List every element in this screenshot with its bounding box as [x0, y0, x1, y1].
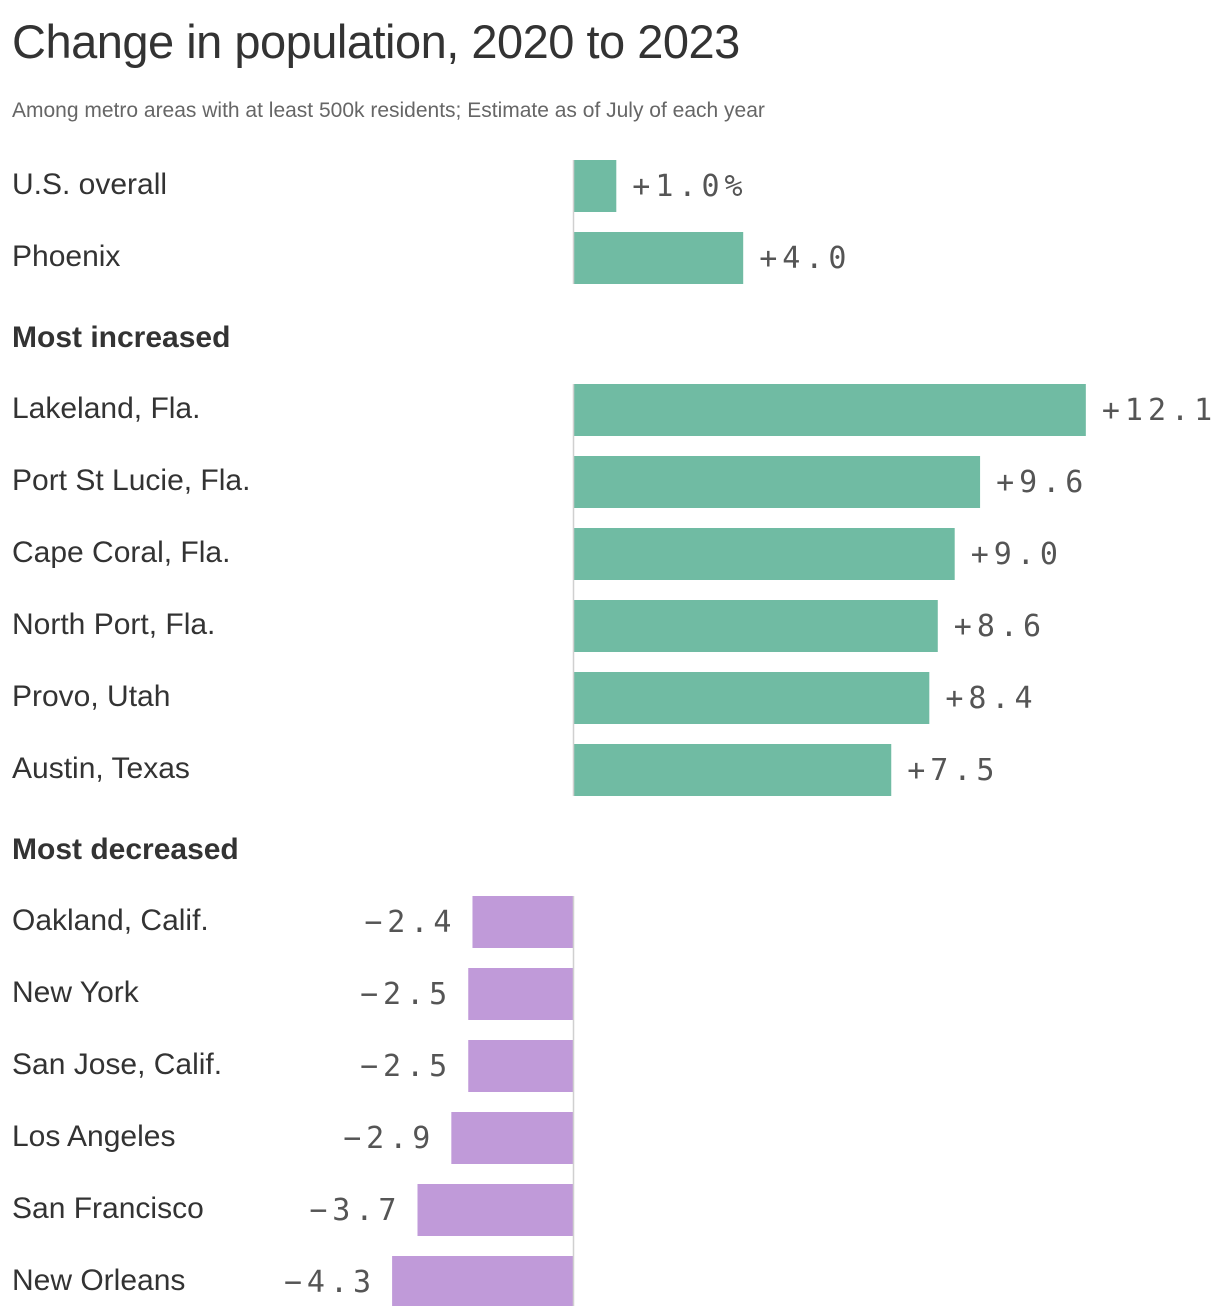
row-label: Provo, Utah: [12, 680, 170, 713]
value-label: +1.0%: [632, 169, 747, 204]
value-label: +7.5: [907, 753, 999, 788]
bar: [574, 672, 930, 724]
value-label: −3.7: [309, 1193, 401, 1228]
value-label: +8.4: [945, 681, 1037, 716]
value-label: +9.6: [996, 465, 1088, 500]
bar: [574, 384, 1086, 436]
row-label: San Jose, Calif.: [12, 1048, 222, 1081]
row-label: U.S. overall: [12, 168, 167, 201]
value-label: +4.0: [759, 241, 851, 276]
bar: [468, 968, 574, 1020]
chart-title: Change in population, 2020 to 2023: [12, 15, 740, 68]
row-label: New York: [12, 976, 140, 1009]
row-label: Oakland, Calif.: [12, 904, 209, 937]
row-label: Cape Coral, Fla.: [12, 536, 230, 569]
row-label: Los Angeles: [12, 1120, 175, 1153]
value-label: −2.4: [364, 905, 456, 940]
bar: [574, 232, 744, 284]
value-label: +9.0: [971, 537, 1063, 572]
value-label: +8.6: [954, 609, 1046, 644]
value-label: −2.5: [360, 977, 452, 1012]
row-label: North Port, Fla.: [12, 608, 215, 641]
row-label: New Orleans: [12, 1264, 185, 1297]
value-label: +12.1: [1102, 393, 1217, 428]
row-label: Phoenix: [12, 240, 120, 273]
value-label: −4.3: [284, 1265, 376, 1300]
group-label: Most increased: [12, 321, 230, 354]
group-label: Most decreased: [12, 833, 239, 866]
row-label: Lakeland, Fla.: [12, 392, 200, 425]
bar: [574, 456, 981, 508]
chart-subtitle: Among metro areas with at least 500k res…: [12, 99, 765, 122]
bar: [392, 1256, 574, 1306]
value-label: −2.5: [360, 1049, 452, 1084]
row-label: San Francisco: [12, 1192, 204, 1225]
row-label: Port St Lucie, Fla.: [12, 464, 250, 497]
bar: [417, 1184, 574, 1236]
bar: [574, 600, 938, 652]
value-label: −2.9: [343, 1121, 435, 1156]
bar: [574, 744, 892, 796]
bar: [468, 1040, 574, 1092]
bar: [574, 160, 617, 212]
bar: [472, 896, 574, 948]
bar: [451, 1112, 574, 1164]
bar: [574, 528, 955, 580]
row-label: Austin, Texas: [12, 752, 190, 785]
